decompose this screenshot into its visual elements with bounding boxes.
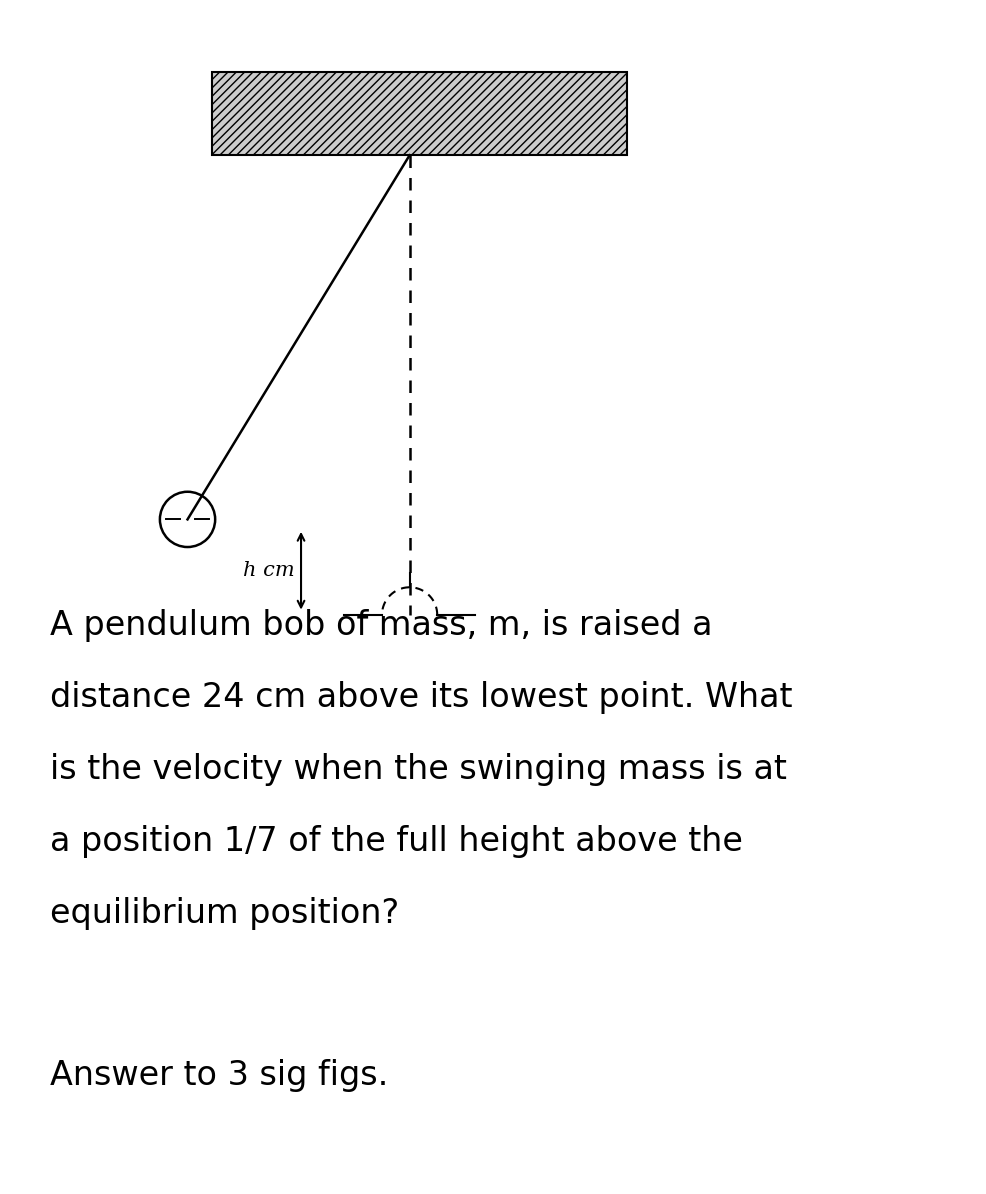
- Text: h cm: h cm: [243, 561, 294, 580]
- Text: equilibrium position?: equilibrium position?: [50, 897, 399, 930]
- Text: distance 24 cm above its lowest point. What: distance 24 cm above its lowest point. W…: [50, 681, 792, 714]
- Text: A pendulum bob of mass, m, is raised a: A pendulum bob of mass, m, is raised a: [50, 609, 712, 642]
- Text: a position 1/7 of the full height above the: a position 1/7 of the full height above …: [50, 825, 742, 858]
- Text: Answer to 3 sig figs.: Answer to 3 sig figs.: [50, 1059, 387, 1093]
- Bar: [212, 72, 626, 155]
- Text: is the velocity when the swinging mass is at: is the velocity when the swinging mass i…: [50, 753, 786, 786]
